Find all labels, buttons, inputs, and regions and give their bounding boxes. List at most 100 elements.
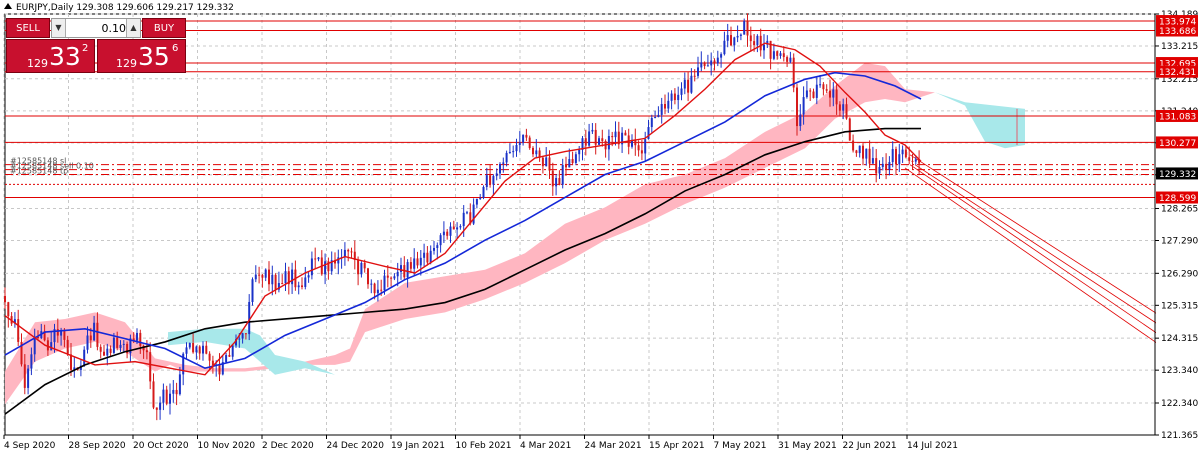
order-label: #12585148 sell 0.10 [10, 162, 94, 171]
candle-body [485, 175, 488, 187]
time-axis-label: 28 Sep 2020 [69, 441, 126, 451]
candle-body [908, 157, 911, 161]
candle-body [848, 118, 851, 141]
candle-body [532, 147, 534, 155]
candle-body [449, 226, 452, 236]
price-axis-label: 134.189 [1161, 10, 1198, 20]
candle-body [70, 354, 72, 370]
candle-body [251, 279, 254, 302]
candle-body [30, 354, 33, 369]
candle-body [456, 227, 459, 230]
candle-body [20, 341, 23, 365]
candle-body [446, 231, 449, 236]
lot-size-control: ▼ ▲ [51, 18, 141, 38]
candle-body [330, 260, 333, 272]
candle-body [429, 250, 432, 263]
candle-body [83, 349, 86, 366]
sell-button[interactable]: SELL [6, 18, 50, 38]
candle-body [103, 351, 105, 356]
candle-body [112, 337, 115, 353]
candle-body [713, 60, 716, 64]
level-price-label: 133.974 [1159, 18, 1196, 28]
candle-body [310, 258, 313, 276]
candle-body [654, 117, 657, 119]
candle-body [132, 338, 135, 341]
sell-price-button[interactable]: 129 33 2 [6, 39, 95, 73]
candle-body [624, 132, 627, 136]
time-axis-label: 10 Nov 2020 [198, 441, 256, 451]
candle-body [281, 283, 284, 285]
candle-body [617, 131, 620, 145]
candle-body [337, 257, 340, 264]
candle-body [202, 345, 204, 354]
price-axis-label: 126.290 [1161, 269, 1198, 279]
candle-body [796, 87, 798, 127]
candle-body [601, 138, 604, 141]
buy-price-button[interactable]: 129 35 6 [97, 39, 186, 73]
candle-body [23, 364, 26, 388]
candle-body [809, 90, 812, 92]
lot-increase-icon[interactable]: ▲ [126, 19, 140, 37]
candle-body [832, 89, 835, 98]
lot-decrease-icon[interactable]: ▼ [52, 19, 66, 37]
candle-body [710, 60, 713, 66]
time-axis-label: 14 Jul 2021 [907, 441, 958, 451]
candle-body [238, 338, 241, 340]
candle-body [782, 53, 785, 58]
candle-body [185, 347, 188, 354]
candle-body [700, 62, 703, 68]
level-price-label: 133.686 [1159, 27, 1196, 37]
candle-body [409, 262, 412, 269]
candle-body [565, 164, 567, 168]
moving-average-fast [4, 42, 922, 376]
candle-body [673, 93, 676, 101]
candle-body [871, 158, 874, 164]
candle-body [508, 151, 511, 153]
time-axis-label: 4 Sep 2020 [4, 441, 56, 451]
candle-body [640, 150, 643, 154]
candle-body [862, 145, 864, 159]
candle-body [495, 173, 498, 177]
candle-body [350, 251, 353, 253]
level-price-label: 130.277 [1159, 139, 1196, 149]
level-price-label: 132.431 [1159, 68, 1196, 78]
candle-body [878, 166, 881, 174]
candle-body [43, 331, 46, 341]
candle-body [914, 159, 917, 162]
candle-body [472, 204, 475, 224]
candle-body [845, 104, 848, 119]
candle-body [297, 285, 300, 288]
candle-body [119, 344, 122, 348]
candle-body [271, 274, 274, 285]
candle-body [571, 159, 574, 163]
candle-body [452, 226, 455, 230]
candle-body [459, 226, 462, 228]
candle-body [416, 258, 419, 266]
trend-channel-line [904, 167, 1161, 346]
candle-body [838, 104, 841, 111]
candle-body [396, 271, 399, 277]
candle-body [4, 295, 6, 303]
candle-body [802, 97, 805, 115]
level-price-tag [1156, 65, 1198, 78]
candle-body [198, 346, 201, 354]
lot-size-input[interactable] [66, 19, 128, 37]
candle-body [687, 79, 690, 93]
candle-body [736, 35, 739, 38]
candle-body [172, 389, 175, 394]
candle-body [868, 148, 871, 164]
candle-body [578, 149, 581, 155]
candle-body [182, 353, 185, 375]
candle-body [723, 40, 726, 55]
candle-body [73, 367, 76, 370]
price-axis-label: 123.340 [1161, 366, 1198, 376]
level-price-tag [1156, 136, 1198, 149]
candle-body [706, 65, 709, 67]
candle-body [588, 131, 591, 146]
candle-body [155, 407, 158, 410]
candle-body [254, 274, 257, 280]
candle-body [116, 337, 119, 348]
buy-button[interactable]: BUY [142, 18, 186, 38]
